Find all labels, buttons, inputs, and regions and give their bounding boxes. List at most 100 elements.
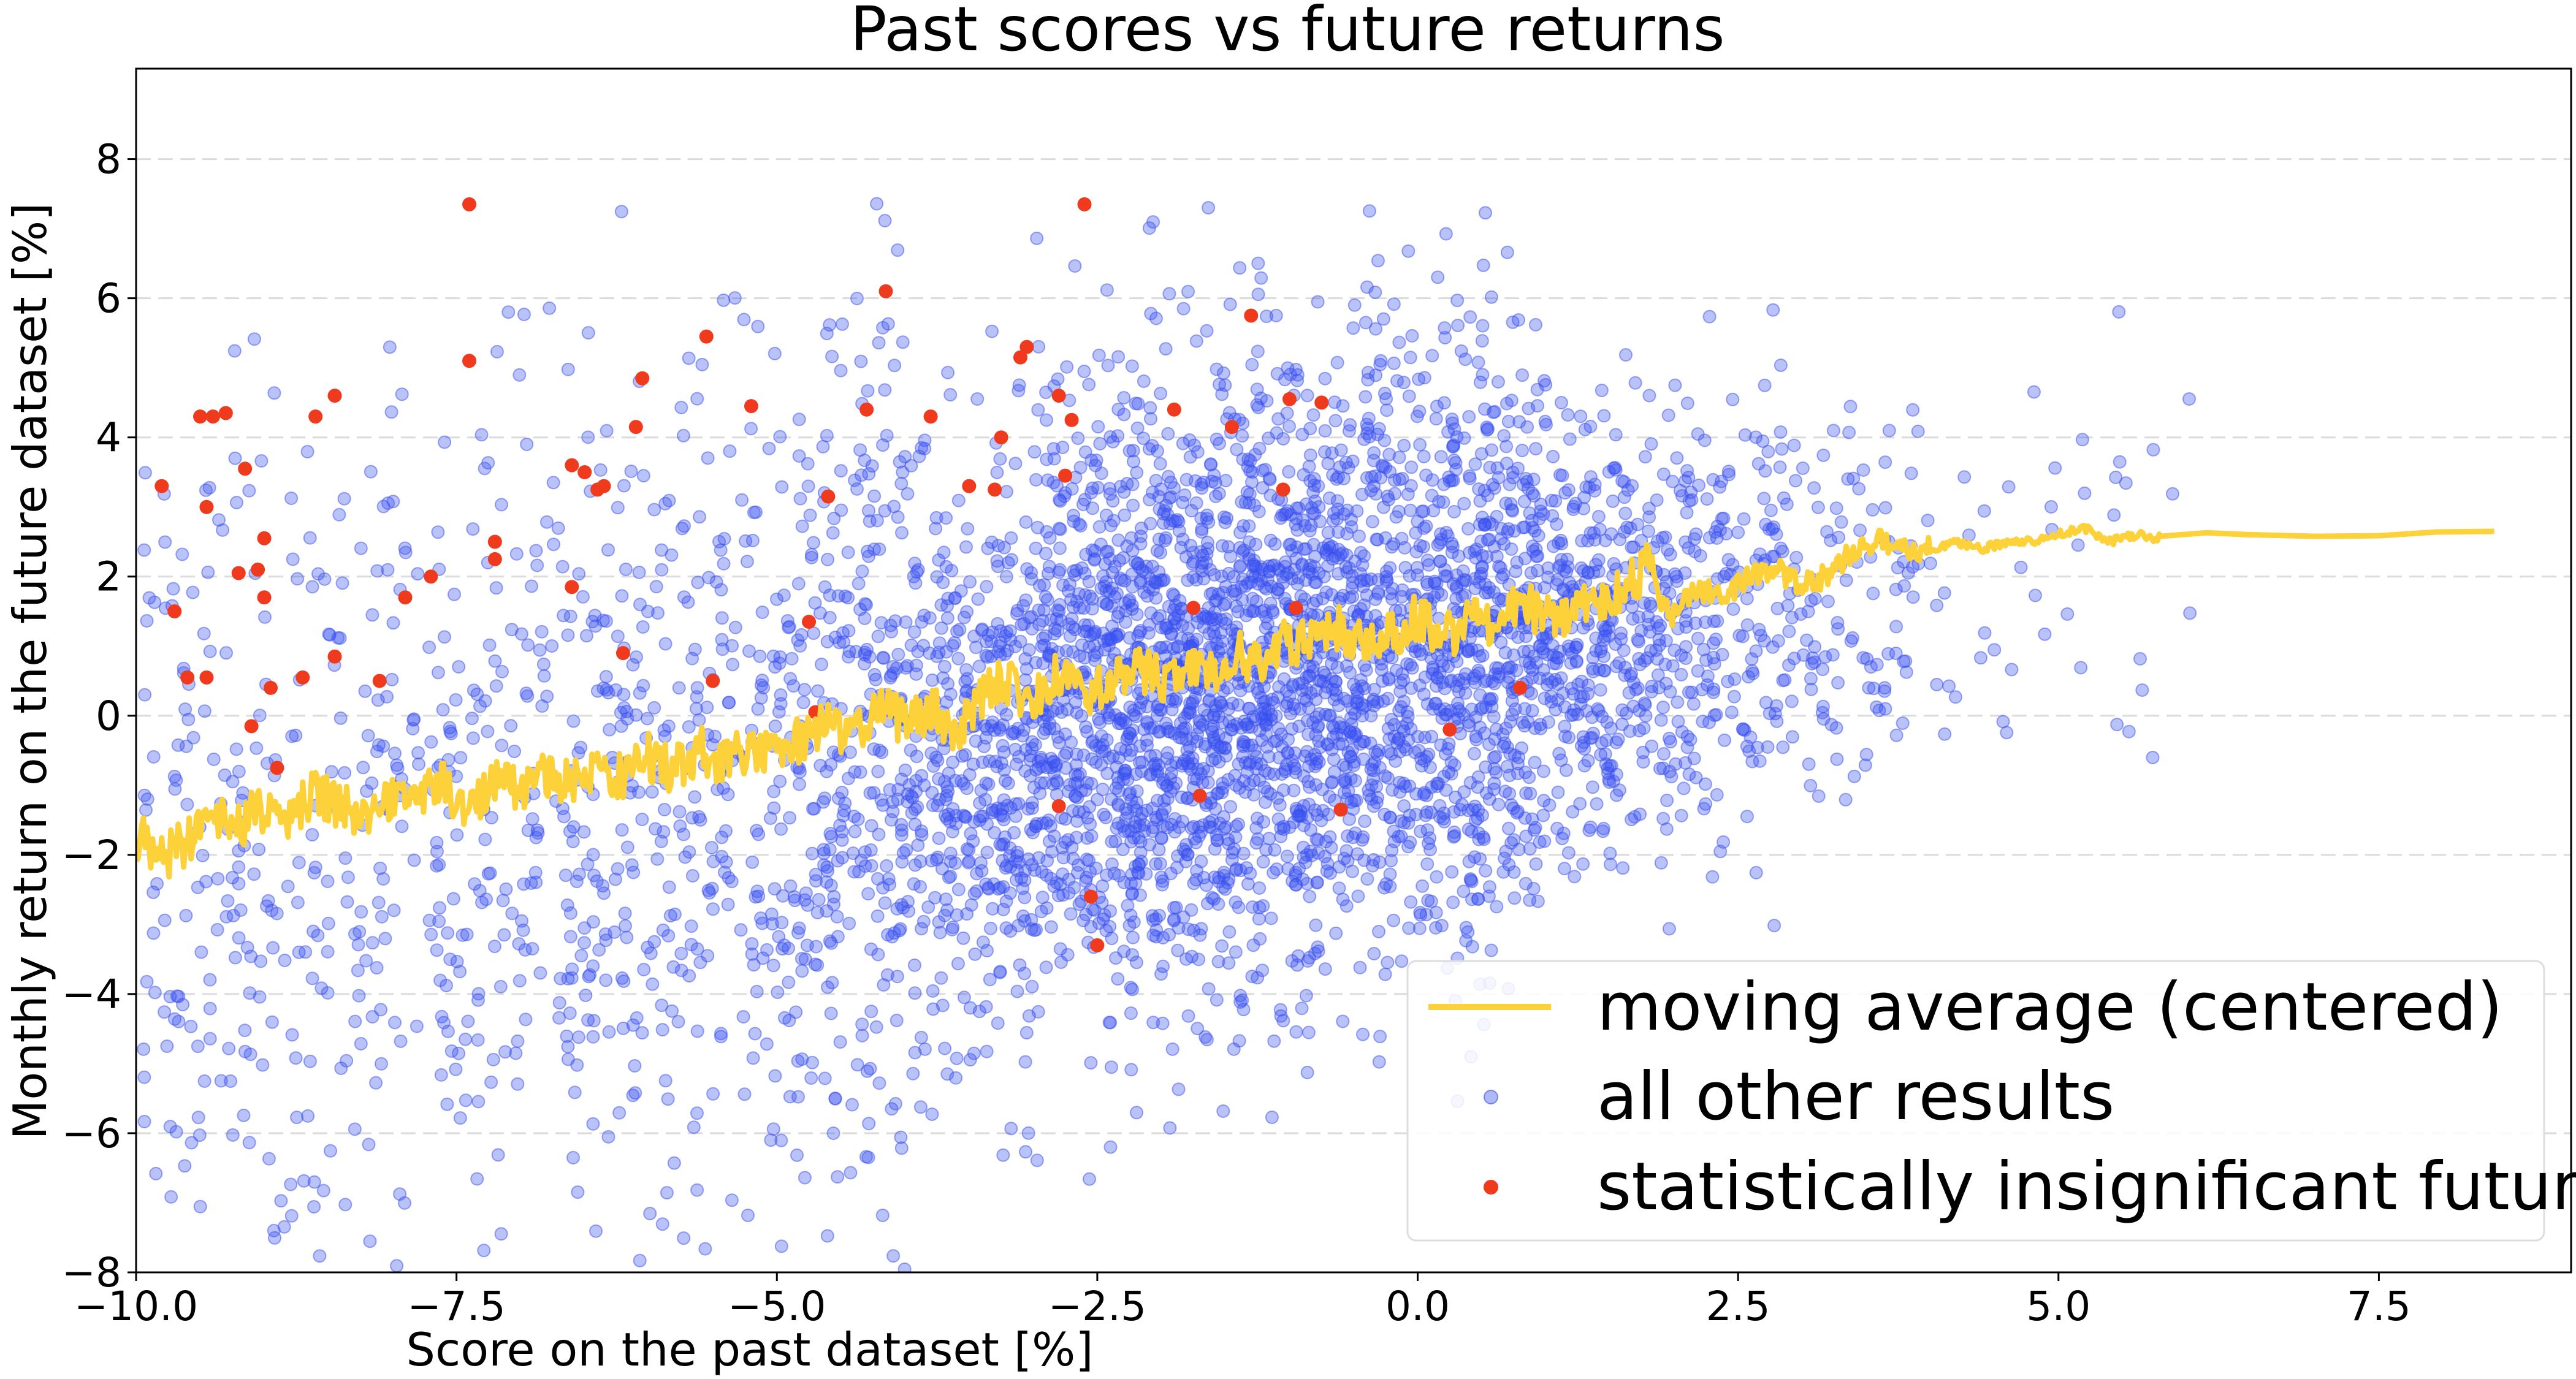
blue-point	[617, 479, 631, 493]
blue-point	[1158, 533, 1172, 547]
blue-point	[1287, 563, 1301, 577]
blue-point	[1329, 926, 1343, 940]
blue-point	[1859, 748, 1873, 762]
blue-point	[1431, 270, 1445, 284]
blue-point	[900, 659, 914, 673]
blue-point	[1313, 514, 1327, 528]
blue-point	[1668, 378, 1682, 392]
blue-point	[395, 387, 409, 401]
blue-point	[957, 990, 971, 1005]
blue-point	[147, 750, 161, 764]
blue-point	[1707, 614, 1721, 628]
blue-point	[640, 712, 654, 726]
blue-point	[1479, 206, 1492, 220]
blue-point	[1064, 593, 1078, 607]
blue-point	[874, 616, 888, 630]
blue-point	[1108, 834, 1122, 848]
blue-point	[1766, 303, 1780, 317]
blue-point	[690, 1106, 704, 1120]
blue-point	[1397, 439, 1411, 452]
blue-point	[1235, 993, 1249, 1008]
blue-point	[773, 774, 787, 788]
blue-point	[1503, 769, 1517, 783]
blue-point	[872, 827, 886, 841]
blue-point	[1765, 522, 1779, 536]
blue-point	[535, 625, 549, 639]
blue-point	[1923, 557, 1937, 571]
blue-point	[2000, 726, 2014, 740]
blue-point	[1726, 602, 1740, 616]
blue-point	[1679, 535, 1693, 549]
blue-point	[372, 895, 386, 910]
blue-point	[2146, 751, 2160, 764]
blue-point	[1477, 832, 1491, 846]
blue-point	[753, 649, 767, 663]
blue-point	[1287, 783, 1301, 797]
blue-point	[660, 1186, 674, 1200]
blue-point	[1538, 834, 1552, 848]
blue-point	[1577, 501, 1591, 515]
blue-point	[1831, 616, 1845, 629]
blue-point	[703, 886, 717, 900]
blue-point	[552, 996, 566, 1010]
blue-point	[782, 620, 796, 634]
blue-point	[1834, 515, 1848, 529]
blue-point	[1439, 227, 1453, 241]
blue-point	[488, 654, 502, 668]
blue-point	[1816, 712, 1831, 726]
blue-point	[2071, 538, 2085, 552]
blue-point	[1276, 1014, 1290, 1028]
blue-point	[1111, 972, 1125, 986]
blue-point	[674, 946, 688, 960]
blue-point	[2166, 487, 2179, 501]
blue-point	[755, 606, 769, 619]
blue-point	[1614, 632, 1628, 646]
blue-point	[955, 749, 969, 763]
blue-point	[365, 936, 379, 950]
blue-point	[814, 759, 828, 773]
blue-point	[536, 657, 551, 671]
blue-point	[961, 856, 975, 870]
blue-point	[1487, 539, 1501, 553]
blue-point	[1037, 578, 1051, 592]
blue-point	[651, 606, 665, 620]
blue-point	[493, 979, 508, 993]
blue-point	[793, 777, 806, 791]
blue-point	[1685, 493, 1699, 507]
blue-point	[449, 1062, 463, 1076]
blue-point	[750, 984, 764, 998]
blue-point	[1184, 903, 1198, 917]
blue-point	[826, 526, 840, 540]
blue-point	[751, 702, 765, 716]
blue-point	[1366, 693, 1381, 707]
blue-point	[1538, 580, 1552, 595]
blue-point	[715, 633, 729, 647]
blue-point	[1019, 515, 1033, 529]
blue-point	[1140, 699, 1154, 713]
blue-point	[359, 954, 373, 968]
blue-point	[790, 1148, 804, 1162]
blue-point	[852, 865, 866, 879]
blue-point	[1520, 474, 1534, 488]
blue-point	[1162, 928, 1176, 941]
blue-point	[1096, 783, 1110, 796]
blue-point	[632, 565, 646, 579]
blue-point	[915, 922, 928, 936]
blue-point	[616, 1021, 630, 1035]
blue-point	[740, 555, 754, 569]
blue-point	[1202, 612, 1215, 626]
blue-point	[438, 435, 452, 449]
blue-point	[297, 1174, 311, 1188]
blue-point	[1987, 643, 2002, 657]
blue-point	[630, 1011, 644, 1025]
blue-point	[1303, 422, 1317, 436]
blue-point	[1529, 317, 1542, 332]
blue-point	[1412, 921, 1427, 935]
blue-point	[1251, 971, 1265, 985]
blue-point	[1579, 480, 1593, 494]
blue-point	[1380, 403, 1394, 417]
blue-point	[1519, 876, 1533, 891]
blue-point	[466, 731, 480, 745]
blue-point	[737, 1087, 752, 1101]
blue-point	[1446, 439, 1460, 454]
